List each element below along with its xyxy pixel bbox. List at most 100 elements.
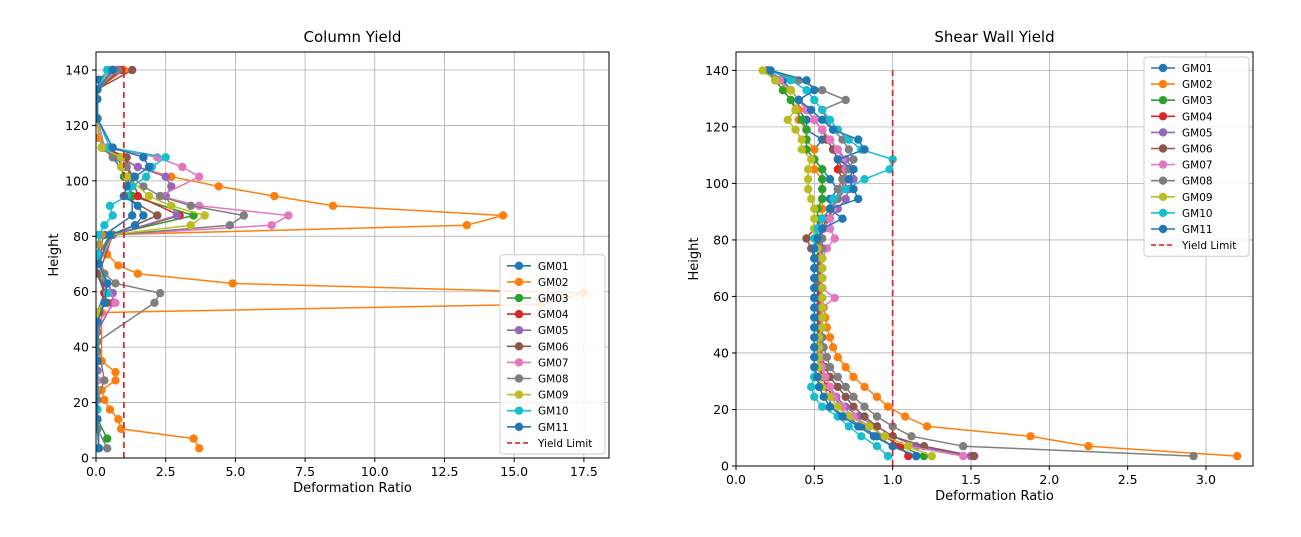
shear-series-gm11-point-21 bbox=[810, 244, 819, 253]
column-legend-entry-yield-limit: Yield Limit bbox=[507, 438, 592, 450]
shear-series-gm10 bbox=[766, 66, 897, 461]
shear-legend-entry-gm04-label: GM04 bbox=[1182, 111, 1213, 123]
column-legend-entry-gm07-label: GM07 bbox=[538, 357, 569, 369]
column-series-gm05-line bbox=[96, 69, 178, 449]
column-yield-panel: 0.0 2.5 5.0 7.5 10.0 12.5 15.0 17.5 0 20 40 60 80 100… bbox=[47, 28, 610, 496]
column-series-gm11-point-5 bbox=[103, 279, 112, 288]
shear-legend-entry-gm05-swatch-marker bbox=[1158, 128, 1168, 137]
column-series-gm08-point-0 bbox=[103, 444, 112, 453]
shear-series-gm10-point-30 bbox=[888, 155, 897, 164]
shear-ylabel: Height bbox=[687, 238, 702, 281]
column-ytick-label-6: 120 bbox=[65, 118, 89, 133]
shear-series-gm02-point-4 bbox=[901, 412, 910, 421]
shear-series-gm06-point-7 bbox=[833, 382, 842, 392]
column-title: Column Yield bbox=[304, 28, 402, 46]
shear-series-gm07-point-33 bbox=[818, 125, 827, 134]
shear-ytick-label-3: 60 bbox=[713, 289, 729, 304]
shear-series-gm03-point-28 bbox=[818, 175, 827, 184]
shear-series-gm09-point-20 bbox=[818, 254, 827, 263]
shear-series-gm08-point-32 bbox=[838, 135, 847, 144]
column-series-gm10-line bbox=[96, 69, 167, 449]
shear-series-gm11-point-3 bbox=[854, 422, 863, 431]
shear-series-gm03-point-33 bbox=[802, 125, 811, 134]
shear-series-gm08-point-10 bbox=[822, 353, 832, 362]
shear-legend-entry-gm05-label: GM05 bbox=[1182, 127, 1213, 139]
column-series-gm02-point-8 bbox=[111, 367, 120, 377]
shear-series-gm03-point-34 bbox=[797, 115, 806, 125]
shear-series-gm11-point-6 bbox=[819, 392, 828, 401]
column-series-gm06-point-14 bbox=[128, 65, 137, 75]
shear-series-gm11-point-29 bbox=[849, 165, 858, 174]
shear-series-gm08-point-5 bbox=[860, 402, 869, 411]
column-series-gm07-point-10 bbox=[195, 201, 204, 210]
shear-legend-entry-gm10: GM10 bbox=[1151, 208, 1213, 220]
column-series-gm10-point-5 bbox=[96, 250, 102, 259]
shear-series-gm05-point-26 bbox=[841, 194, 850, 204]
shear-series-gm10-point-27 bbox=[841, 184, 850, 194]
shear-series-gm10-point-26 bbox=[828, 194, 838, 204]
shear-series-gm09-point-6 bbox=[825, 392, 835, 401]
shear-legend-entry-gm09: GM09 bbox=[1151, 192, 1213, 204]
shear-series-gm08-point-27 bbox=[833, 184, 842, 194]
shear-series-gm11 bbox=[766, 66, 921, 461]
column-series-gm02-point-7 bbox=[111, 376, 120, 385]
column-series-gm11-point-6 bbox=[96, 259, 103, 269]
shear-legend-entry-gm07: GM07 bbox=[1151, 160, 1213, 172]
column-series-gm09-point-8 bbox=[200, 211, 209, 220]
shear-ytick-label-6: 120 bbox=[705, 119, 729, 134]
shear-series-gm03-point-36 bbox=[786, 95, 795, 105]
column-series-gm10-point-6 bbox=[96, 230, 103, 240]
shear-series-gm11-line bbox=[770, 69, 917, 457]
shear-series-gm10-point-38 bbox=[786, 76, 795, 85]
shear-series-gm11-point-25 bbox=[825, 204, 835, 213]
column-ytick-label-3: 60 bbox=[73, 284, 89, 299]
column-legend-entry-gm06-swatch-marker bbox=[514, 342, 524, 351]
shear-series-gm11-point-22 bbox=[813, 234, 822, 243]
column-series-gm11-point-14 bbox=[144, 162, 154, 172]
shear-series-gm11-point-28 bbox=[844, 175, 853, 184]
column-grid bbox=[95, 52, 609, 459]
column-legend-entry-gm05: GM05 bbox=[507, 325, 569, 337]
column-ytick-label-7: 140 bbox=[65, 63, 89, 78]
shear-series-gm08-point-2 bbox=[907, 432, 916, 441]
shear-series-gm09-point-27 bbox=[803, 184, 813, 194]
column-series-gm11-point-2 bbox=[96, 356, 102, 366]
column-legend-entry-gm06: GM06 bbox=[507, 341, 569, 353]
shear-legend-entry-gm02: GM02 bbox=[1151, 79, 1213, 91]
shear-series-gm06-point-5 bbox=[849, 402, 858, 411]
column-series-gm11 bbox=[96, 65, 154, 453]
shear-series-gm11-point-2 bbox=[869, 432, 879, 441]
column-legend-entry-gm04-swatch-marker bbox=[514, 309, 524, 319]
shear-series-gm10-point-29 bbox=[885, 165, 894, 174]
column-legend-entry-gm08-label: GM08 bbox=[538, 374, 569, 386]
shear-xtick-label-2: 1.0 bbox=[883, 472, 903, 487]
column-legend-entry-gm01-label: GM01 bbox=[538, 261, 569, 273]
shear-series-gm09-point-13 bbox=[818, 323, 827, 332]
column-ytick-label-4: 80 bbox=[73, 229, 89, 244]
shear-series-group bbox=[758, 66, 1242, 461]
column-series-gm02-point-15 bbox=[114, 261, 123, 270]
shear-series-gm11-point-14 bbox=[810, 313, 819, 322]
shear-series-gm11-point-17 bbox=[810, 283, 819, 293]
shear-series-gm09-point-30 bbox=[807, 155, 816, 164]
shear-series-gm02-point-2 bbox=[1026, 432, 1035, 441]
column-ylabel: Height bbox=[47, 234, 62, 277]
column-series-gm11-point-3 bbox=[96, 318, 102, 327]
shear-series-gm09-point-25 bbox=[810, 204, 819, 213]
shear-legend-entry-gm01-swatch-marker bbox=[1158, 63, 1168, 73]
shear-series-gm09-point-33 bbox=[791, 125, 800, 134]
column-series-gm02-point-22 bbox=[270, 191, 279, 201]
column-series-gm05-point-12 bbox=[133, 162, 142, 172]
column-series-gm11-point-17 bbox=[96, 114, 102, 123]
shear-series-gm11-point-12 bbox=[810, 333, 819, 342]
shear-series-gm11-point-36 bbox=[794, 95, 803, 105]
shear-series-gm09-point-32 bbox=[797, 135, 806, 144]
column-xtick-label-7: 17.5 bbox=[570, 464, 598, 479]
shear-series-gm09-point-2 bbox=[880, 432, 889, 441]
column-series-gm10-point-7 bbox=[100, 221, 109, 230]
column-series-gm09-point-10 bbox=[144, 191, 154, 201]
column-series-gm11-point-0 bbox=[96, 444, 103, 453]
column-series-gm05-point-8 bbox=[172, 211, 182, 220]
shear-series-gm10-point-34 bbox=[825, 115, 835, 125]
